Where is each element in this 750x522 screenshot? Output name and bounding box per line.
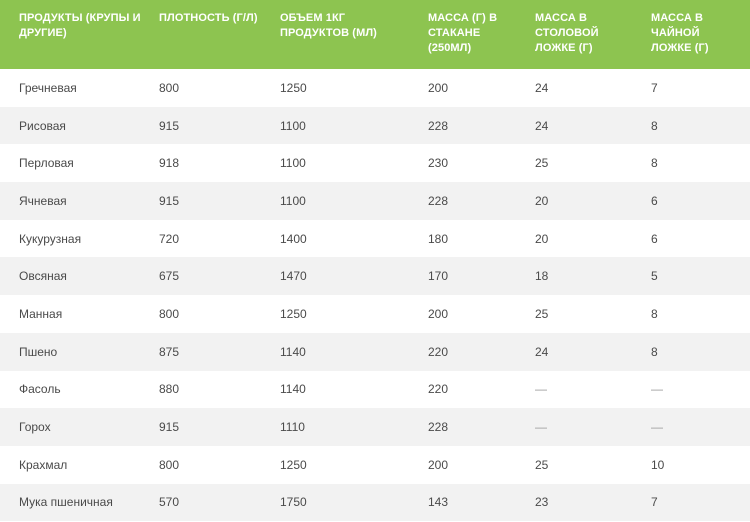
cell-product: Ячневая [19,193,67,208]
table-row: Овсяная 675 1470 170 18 5 [0,257,750,296]
cell-volume: 1250 [280,306,307,321]
cell-teaspoon-mass: — [651,420,663,435]
cell-teaspoon-mass: 6 [651,231,658,246]
cell-tablespoon-mass: 25 [535,457,549,472]
table-row: Горох 915 1110 228 — — [0,408,750,446]
cell-density: 800 [159,457,180,472]
cell-teaspoon-mass: 8 [651,118,658,133]
cell-glass-mass: 230 [428,156,449,171]
table-body: Гречневая 800 1250 200 24 7 Рисовая 915 1100 228 2… [0,69,750,522]
cell-volume: 1100 [280,156,306,171]
column-header-teaspoon-mass: МАССА В ЧАЙНОЙ ЛОЖКЕ (Г) [651,12,709,54]
cell-tablespoon-mass: 18 [535,269,549,284]
cell-density: 800 [159,306,180,321]
cell-volume: 1750 [280,495,307,510]
cell-teaspoon-mass: — [651,382,663,397]
cell-tablespoon-mass: 20 [535,193,549,208]
cell-teaspoon-mass: 8 [651,344,658,359]
cell-volume: 1100 [280,193,306,208]
cell-volume: 1470 [280,269,307,284]
cell-glass-mass: 228 [428,420,449,435]
cell-glass-mass: 228 [428,118,449,133]
cell-product: Крахмал [19,457,68,472]
cell-tablespoon-mass: 24 [535,80,549,95]
cell-density: 880 [159,382,180,397]
cell-product: Манная [19,306,63,321]
table-row: Кукурузная 720 1400 180 20 6 [0,219,750,258]
cell-product: Пшено [19,344,58,359]
table-row: Рисовая 915 1100 228 24 8 [0,106,750,145]
cell-product: Гречневая [19,80,77,95]
cell-glass-mass: 220 [428,344,449,359]
cell-glass-mass: 170 [428,269,449,284]
cell-volume: 1400 [280,231,307,246]
cell-volume: 1140 [280,344,306,359]
cell-density: 915 [159,118,180,133]
table-row: Манная 800 1250 200 25 8 [0,295,750,333]
cell-density: 720 [159,231,180,246]
cell-product: Перловая [19,156,74,171]
cell-teaspoon-mass: 10 [651,457,665,472]
cell-volume: 1250 [280,80,307,95]
table-row: Гречневая 800 1250 200 24 7 [0,69,750,107]
cell-tablespoon-mass: 23 [535,495,549,510]
cell-product: Кукурузная [19,231,82,246]
cell-product: Рисовая [19,118,66,133]
cell-tablespoon-mass: 20 [535,231,549,246]
table-row: Мука пшеничная 570 1750 143 23 7 [0,483,750,522]
cell-glass-mass: 200 [428,306,449,321]
cell-glass-mass: 143 [428,495,449,510]
table-header: ПРОДУКТЫ (КРУПЫ И ДРУГИЕ) ПЛОТНОСТЬ (Г/Л… [0,0,750,69]
cell-teaspoon-mass: 7 [651,495,658,510]
cell-teaspoon-mass: 6 [651,193,658,208]
column-header-density: ПЛОТНОСТЬ (Г/Л) [159,12,258,24]
cell-volume: 1140 [280,382,306,397]
table-row: Пшено 875 1140 220 24 8 [0,332,750,371]
table-row: Перловая 918 1100 230 25 8 [0,144,750,183]
cell-teaspoon-mass: 5 [651,269,658,284]
table-row: Фасоль 880 1140 220 — — [0,370,750,409]
cell-tablespoon-mass: 24 [535,118,549,133]
cell-density: 875 [159,344,180,359]
cell-product: Мука пшеничная [19,495,113,510]
cell-tablespoon-mass: 25 [535,306,549,321]
cell-volume: 1100 [280,118,306,133]
cell-density: 915 [159,420,180,435]
cell-volume: 1250 [280,457,307,472]
cell-tablespoon-mass: 25 [535,156,549,171]
column-header-product: ПРОДУКТЫ (КРУПЫ И ДРУГИЕ) [19,12,141,39]
cell-teaspoon-mass: 8 [651,156,658,171]
cell-glass-mass: 228 [428,193,449,208]
cell-product: Горох [19,420,51,435]
cell-tablespoon-mass: — [535,420,547,435]
cell-teaspoon-mass: 8 [651,306,658,321]
table-row: Крахмал 800 1250 200 25 10 [0,445,750,484]
cell-density: 675 [159,269,180,284]
cell-product: Овсяная [19,269,67,284]
cell-volume: 1110 [280,420,305,435]
cell-product: Фасоль [19,382,61,397]
column-header-volume: ОБЪЕМ 1КГ ПРОДУКТОВ (МЛ) [280,12,377,39]
cell-tablespoon-mass: — [535,382,547,397]
header-row: ПРОДУКТЫ (КРУПЫ И ДРУГИЕ) ПЛОТНОСТЬ (Г/Л… [0,0,750,69]
cell-glass-mass: 200 [428,80,449,95]
cell-glass-mass: 200 [428,457,449,472]
cell-density: 570 [159,495,180,510]
table-row: Ячневая 915 1100 228 20 6 [0,182,750,220]
cell-glass-mass: 180 [428,231,449,246]
cell-density: 800 [159,80,180,95]
cell-glass-mass: 220 [428,382,449,397]
cell-density: 915 [159,193,180,208]
cell-tablespoon-mass: 24 [535,344,549,359]
column-header-glass-mass: МАССА (Г) В СТАКАНЕ (250МЛ) [428,12,498,54]
cell-density: 918 [159,156,180,171]
cell-teaspoon-mass: 7 [651,80,658,95]
column-header-tablespoon-mass: МАССА В СТОЛОВОЙ ЛОЖКЕ (Г) [535,12,599,54]
